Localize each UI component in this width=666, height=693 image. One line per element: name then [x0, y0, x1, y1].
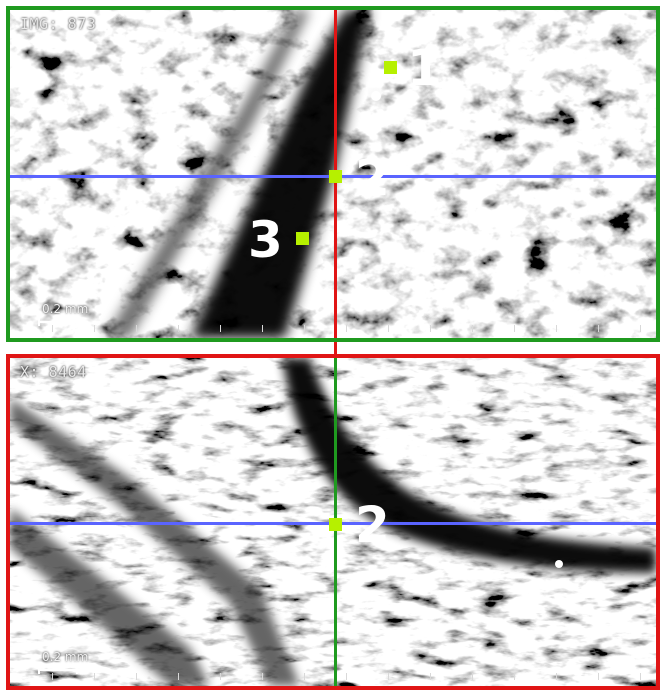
- scale-bar-label: 0.2 mm: [42, 650, 89, 664]
- scale-bar-tick: [38, 318, 40, 326]
- axis-ticks: [10, 322, 656, 332]
- position-label: X: 8464: [20, 363, 87, 381]
- scale-bar-line: [38, 321, 78, 323]
- bottom-image-panel[interactable]: X: 8464 0.2 mm 2: [6, 354, 660, 690]
- scale-bar-label: 0.2 mm: [42, 302, 89, 316]
- scale-bar: 0.2 mm: [38, 650, 90, 674]
- scale-bar-line: [38, 669, 78, 671]
- scale-bar-tick: [38, 666, 40, 674]
- image-index-label: IMG: 873: [20, 15, 97, 33]
- marker-point-1[interactable]: [384, 61, 397, 74]
- top-image-panel[interactable]: IMG: 873 0.2 mm 1 2 3: [6, 6, 660, 342]
- scale-bar-tick: [76, 666, 78, 674]
- marker-label-2: 2: [355, 496, 390, 554]
- marker-point-2[interactable]: [329, 170, 342, 183]
- marker-label-3: 3: [248, 211, 283, 269]
- crosshair-connector: [334, 342, 337, 354]
- marker-point-2[interactable]: [329, 518, 342, 531]
- scale-bar: 0.2 mm: [38, 302, 90, 326]
- marker-label-1: 1: [407, 39, 442, 97]
- marker-label-2: 2: [355, 149, 390, 207]
- marker-point-3[interactable]: [296, 232, 309, 245]
- scale-bar-tick: [76, 318, 78, 326]
- axis-ticks: [10, 670, 656, 680]
